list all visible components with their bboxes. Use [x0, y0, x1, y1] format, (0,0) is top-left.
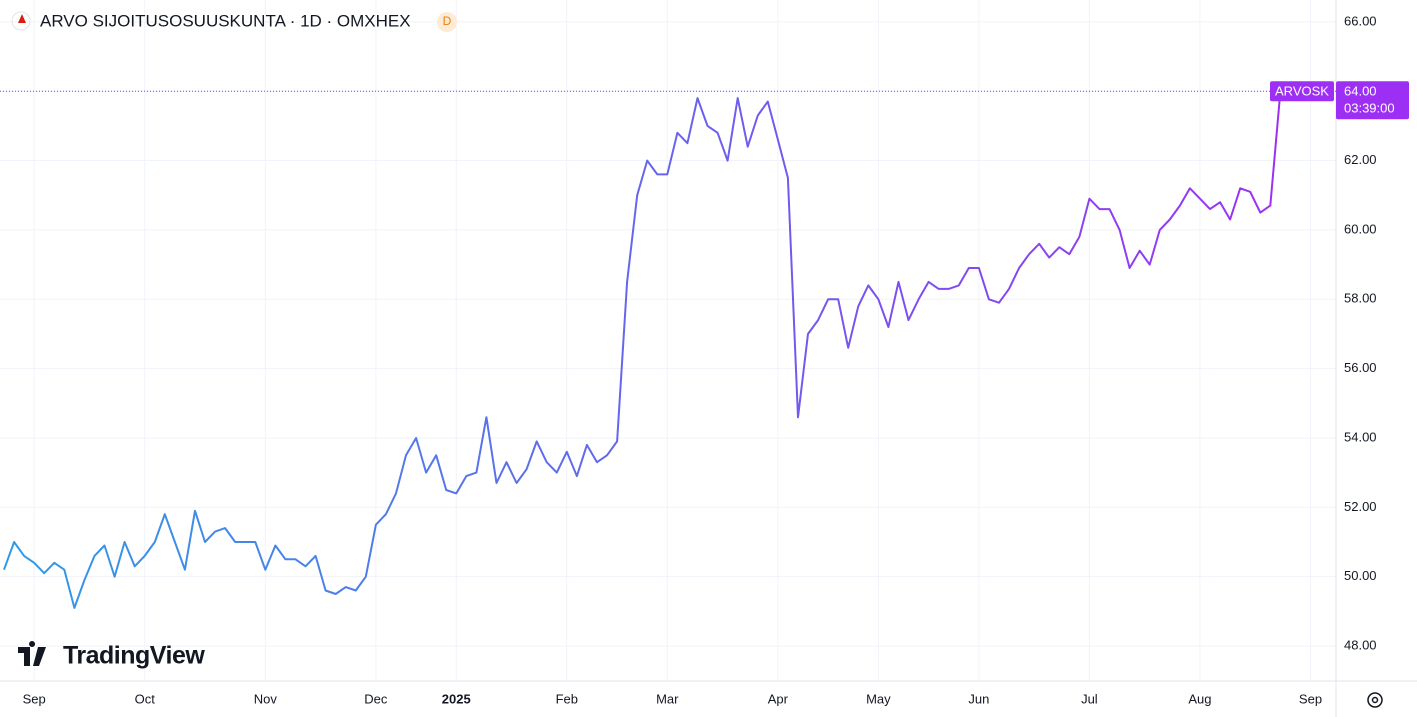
y-tick-label: 56.00	[1344, 360, 1377, 375]
y-tick-label: 62.00	[1344, 152, 1377, 167]
symbol-icon	[18, 14, 26, 23]
y-tick-label: 58.00	[1344, 291, 1377, 306]
x-tick-label: Sep	[23, 691, 46, 706]
price-tag-countdown: 03:39:00	[1344, 101, 1395, 116]
x-tick-label: Feb	[556, 691, 578, 706]
x-tick-label: Dec	[364, 691, 388, 706]
y-tick-label: 60.00	[1344, 221, 1377, 236]
x-tick-label: Sep	[1299, 691, 1322, 706]
logo: TradingView	[63, 642, 205, 670]
y-tick-label: 48.00	[1344, 637, 1377, 652]
price-tag-value: 64.00	[1344, 84, 1377, 99]
x-tick-label: Jul	[1081, 691, 1098, 706]
logo-mark	[18, 641, 46, 666]
symbol-icon-ring	[11, 11, 31, 31]
x-tick-label: Oct	[135, 691, 156, 706]
y-tick-label: 52.00	[1344, 499, 1377, 514]
symbol-tag	[1270, 81, 1334, 102]
settings-icon[interactable]	[1371, 696, 1379, 704]
badge-bg	[437, 12, 457, 32]
price-line	[3, 91, 1282, 609]
price-tag	[1336, 81, 1409, 120]
symbol-tag-label: ARVOSK	[1275, 84, 1329, 99]
y-tick-label: 66.00	[1344, 13, 1377, 28]
x-tick-label: May	[866, 691, 891, 706]
x-tick-label: Jun	[968, 691, 989, 706]
y-tick-label: 50.00	[1344, 568, 1377, 583]
x-tick-label: Apr	[768, 691, 789, 706]
y-tick-label: 54.00	[1344, 429, 1377, 444]
x-tick-label: Mar	[656, 691, 679, 706]
x-tick-label: Nov	[254, 691, 278, 706]
settings-icon[interactable]	[1367, 692, 1383, 708]
badge: D	[443, 14, 452, 28]
x-tick-label: 2025	[442, 691, 471, 706]
x-tick-label: Aug	[1188, 691, 1211, 706]
chart-title: ARVO SIJOITUSOSUUSKUNTA · 1D · OMXHEX	[40, 11, 411, 30]
